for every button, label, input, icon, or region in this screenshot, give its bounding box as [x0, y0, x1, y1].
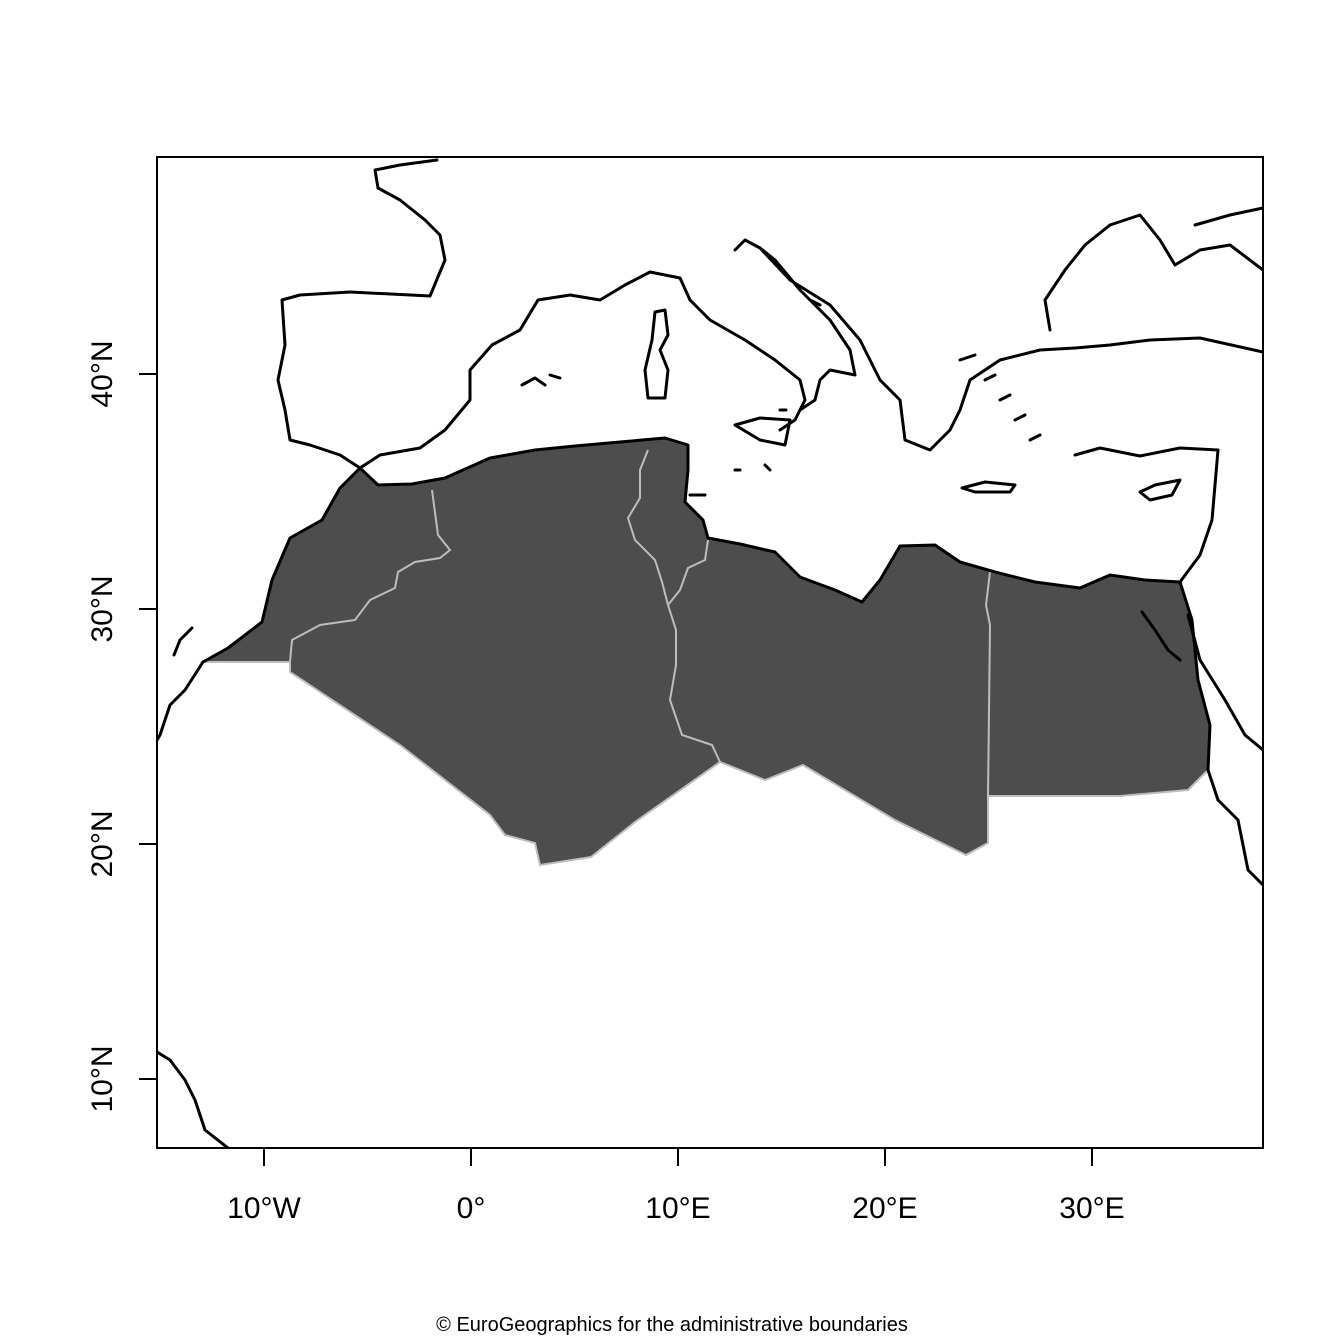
sicily [733, 416, 792, 447]
crete [960, 480, 1017, 494]
y-tick-label: 10°N [86, 1045, 119, 1112]
coast-west-africa-south [157, 1050, 230, 1148]
country-borders [289, 449, 992, 797]
border-libya-egypt [984, 571, 992, 797]
y-tick-label: 40°N [86, 340, 119, 407]
x-tick-label: 10°E [645, 1192, 710, 1225]
x-axis [263, 1148, 1093, 1166]
coastlines [157, 158, 1263, 1148]
x-axis-labels: 10°W 0° 10°E 20°E 30°E [227, 1192, 1125, 1225]
x-tick-label: 0° [457, 1192, 486, 1225]
y-tick-label: 20°N [86, 810, 119, 877]
border-tunisia-libya [667, 539, 709, 606]
coast-balkans [758, 246, 1077, 452]
x-tick-label: 20°E [852, 1192, 917, 1225]
border-tunisia-algeria [626, 449, 669, 606]
y-axis-labels: 40°N 30°N 20°N 10°N [86, 340, 119, 1112]
map-area [157, 158, 1263, 1148]
corsica-sardinia [643, 308, 670, 400]
coast-black-sea [1043, 206, 1263, 354]
border-morocco-algeria [289, 489, 452, 663]
aegean-islands [958, 353, 1042, 442]
coast-italy [688, 238, 857, 432]
x-tick-label: 10°W [227, 1192, 301, 1225]
attribution-credit: © EuroGeographics for the administrative… [436, 1314, 908, 1336]
coast-red-sea-east [1186, 613, 1263, 752]
coast-iberia-med [358, 270, 692, 470]
cyprus [1138, 478, 1182, 502]
coast-west-africa [157, 660, 205, 742]
coast-levant [1073, 446, 1220, 584]
coast-iberia [276, 158, 447, 470]
gulf-of-suez [1140, 610, 1182, 662]
y-tick-label: 30°N [86, 575, 119, 642]
border-algeria-libya [667, 604, 721, 763]
plot-frame [156, 156, 1264, 1149]
y-axis [139, 373, 157, 1080]
coast-africa-north [201, 436, 1182, 664]
small-islands [688, 298, 822, 497]
canary-islands [172, 626, 194, 657]
balearic-islands [520, 373, 562, 387]
north-africa-highlight [199, 436, 1212, 867]
x-tick-label: 30°E [1059, 1192, 1124, 1225]
